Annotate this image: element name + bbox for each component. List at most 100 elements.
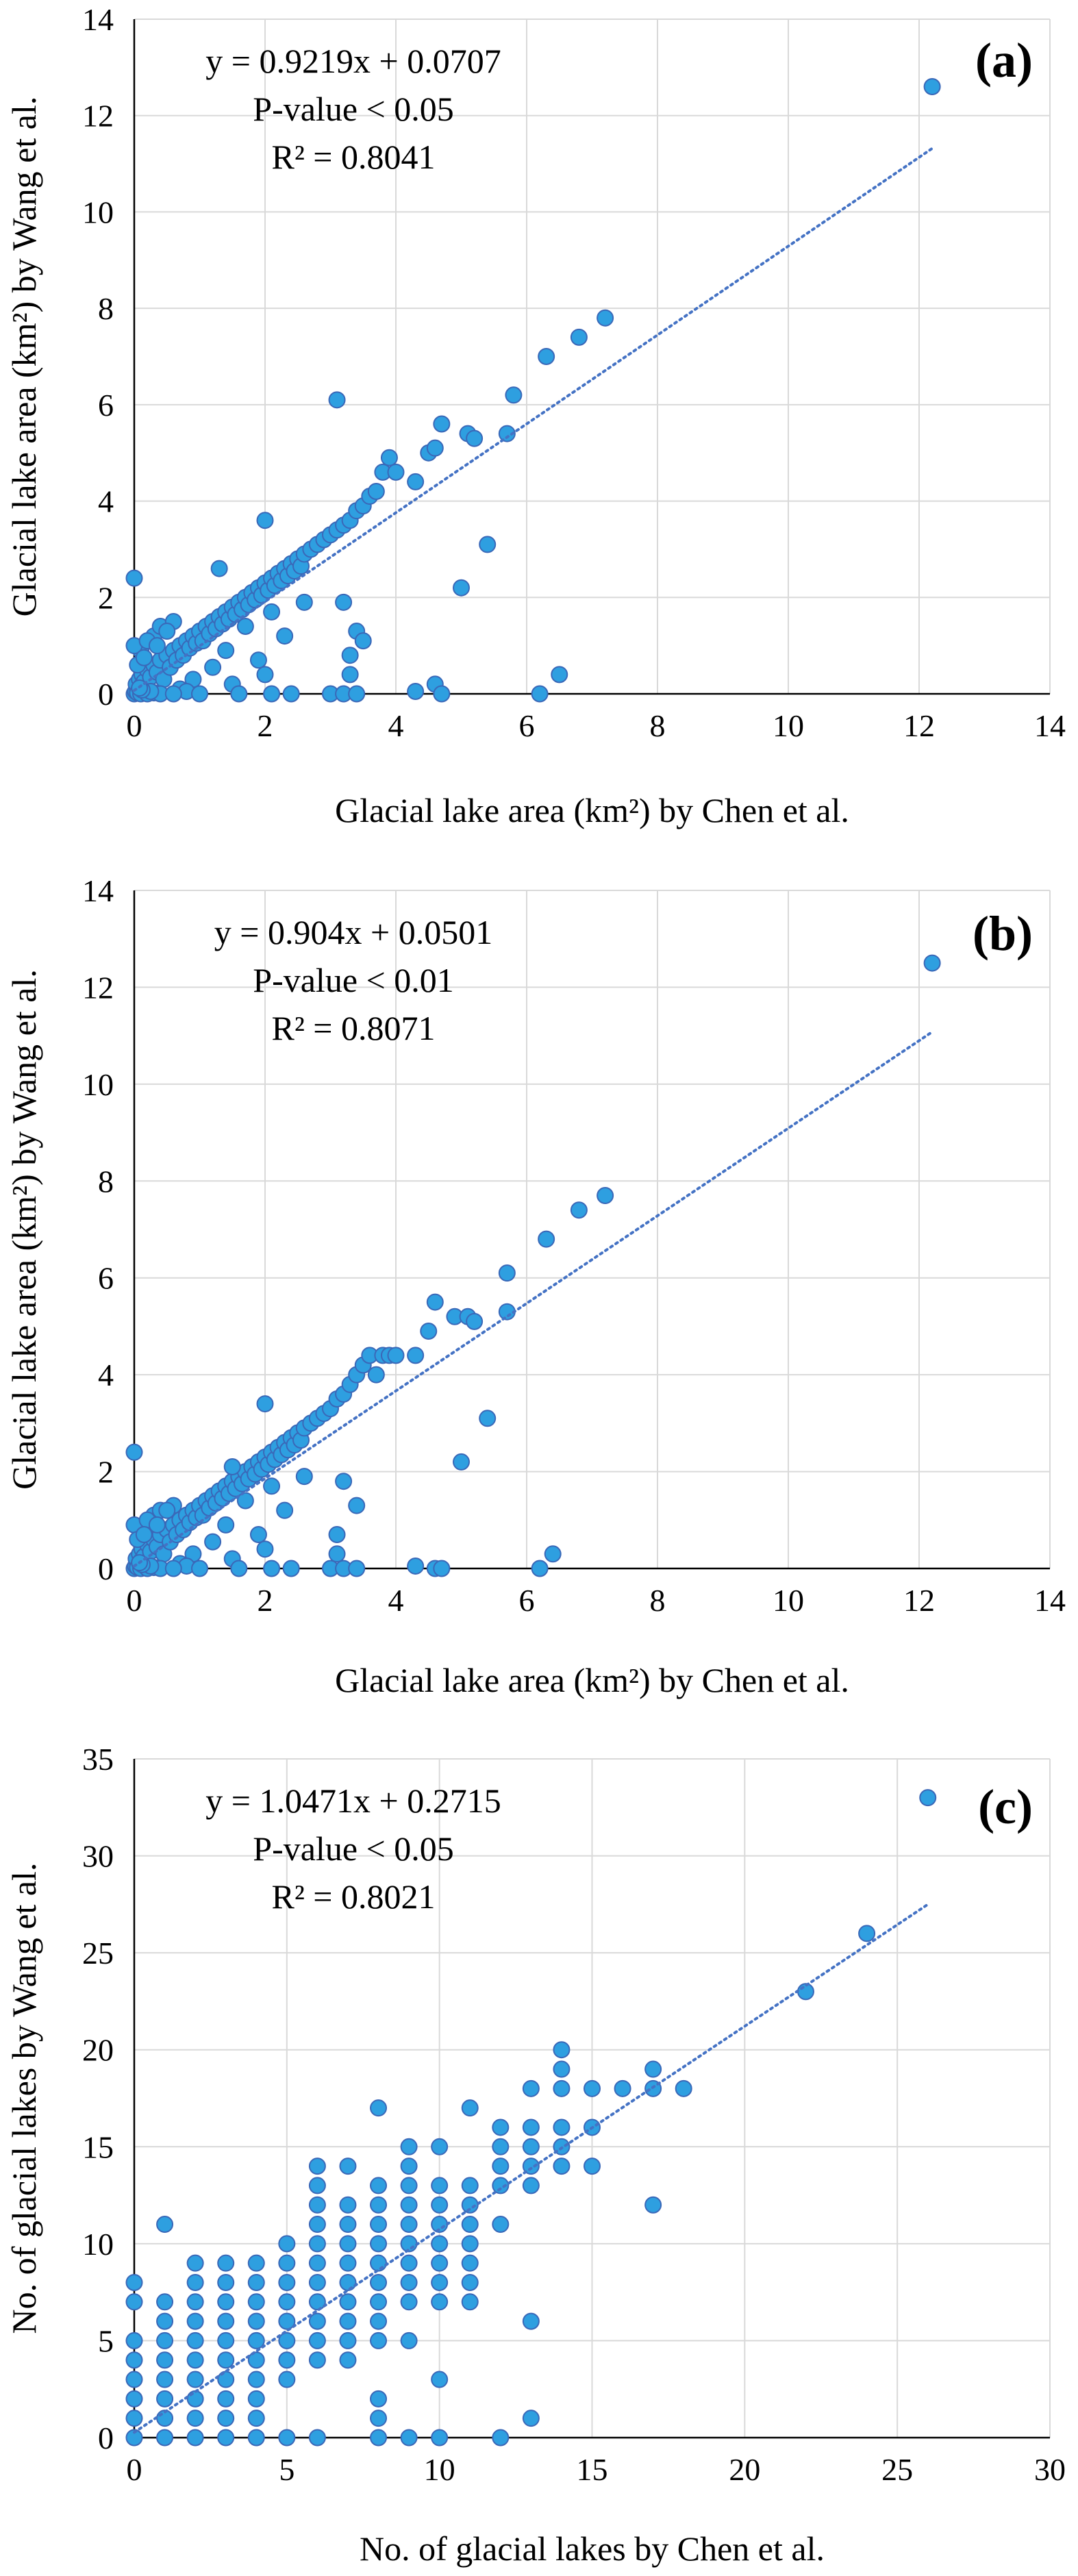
data-point bbox=[348, 1497, 366, 1514]
data-point bbox=[858, 1925, 876, 1942]
x-tick-label: 8 bbox=[650, 708, 666, 743]
data-point bbox=[156, 2312, 174, 2330]
data-point bbox=[186, 2254, 204, 2272]
data-point bbox=[400, 2196, 418, 2214]
data-point bbox=[125, 2390, 143, 2408]
chart-panel-b: 0 2 4 6 8 10 12 14 0 2 4 6 8 10 12 14 Glacial lake area … bbox=[5, 873, 1066, 1699]
data-point bbox=[367, 1366, 385, 1384]
data-point bbox=[263, 1560, 281, 1577]
data-point bbox=[217, 2312, 235, 2330]
data-point bbox=[308, 2293, 326, 2311]
data-point bbox=[675, 2079, 692, 2097]
data-point bbox=[276, 1501, 294, 1519]
panel-label: (c) bbox=[978, 1779, 1033, 1834]
data-point bbox=[247, 2429, 265, 2447]
data-point bbox=[370, 2410, 388, 2427]
data-point bbox=[125, 2273, 143, 2291]
data-point bbox=[531, 685, 549, 703]
x-tick-label: 15 bbox=[577, 2452, 608, 2487]
data-point bbox=[217, 1516, 235, 1534]
data-point bbox=[370, 2390, 388, 2408]
data-point bbox=[370, 2293, 388, 2311]
data-point bbox=[426, 1293, 444, 1311]
data-point bbox=[522, 2118, 540, 2136]
data-point bbox=[328, 1526, 346, 1543]
data-point bbox=[230, 1560, 248, 1577]
y-axis-title: Glacial lake area (km²) by Wang et al. bbox=[5, 969, 43, 1490]
data-point bbox=[400, 2138, 418, 2155]
annotation-line: R² = 0.8021 bbox=[271, 1877, 435, 1916]
data-point bbox=[461, 2099, 479, 2117]
data-point bbox=[295, 1468, 313, 1486]
data-point bbox=[597, 309, 614, 327]
data-point bbox=[553, 2079, 571, 2097]
y-tick-label: 8 bbox=[98, 1164, 114, 1199]
data-point bbox=[431, 2293, 449, 2311]
data-point bbox=[431, 2177, 449, 2194]
y-tick-label: 0 bbox=[98, 2421, 114, 2455]
data-point bbox=[492, 2118, 510, 2136]
x-tick-label: 14 bbox=[1034, 1583, 1066, 1618]
data-point bbox=[522, 2312, 540, 2330]
data-point bbox=[584, 2158, 601, 2175]
data-point bbox=[204, 658, 222, 676]
data-point bbox=[400, 2216, 418, 2234]
y-tick-label: 14 bbox=[82, 2, 114, 37]
data-point bbox=[522, 2177, 540, 2194]
data-point bbox=[407, 1557, 425, 1575]
data-point bbox=[217, 642, 235, 660]
data-point bbox=[125, 2331, 143, 2349]
data-point bbox=[498, 425, 516, 442]
data-point bbox=[125, 2371, 143, 2388]
chart-panel-c: 0 5 10 15 20 25 30 0 5 10 15 20 25 30 35 No. of glacial… bbox=[5, 1742, 1066, 2568]
y-tick-label: 0 bbox=[98, 677, 114, 712]
data-point bbox=[505, 386, 523, 404]
data-point bbox=[191, 1560, 208, 1577]
data-point bbox=[308, 2312, 326, 2330]
data-point bbox=[348, 685, 366, 703]
data-point bbox=[431, 2429, 449, 2447]
data-point bbox=[339, 2331, 357, 2349]
scatter-points bbox=[125, 78, 941, 703]
x-tick-label: 2 bbox=[258, 708, 273, 743]
chart-panel-a: 0 2 4 6 8 10 12 14 0 2 4 6 8 10 12 14 Glacial lake area … bbox=[5, 2, 1066, 829]
data-point bbox=[278, 2351, 296, 2369]
data-point bbox=[466, 1312, 484, 1330]
x-tick-label: 0 bbox=[127, 708, 142, 743]
data-point bbox=[339, 2351, 357, 2369]
data-point bbox=[407, 473, 425, 490]
data-point bbox=[191, 685, 208, 703]
gridlines bbox=[134, 18, 1051, 695]
data-point bbox=[380, 449, 398, 466]
trendline bbox=[133, 1030, 934, 1568]
data-point bbox=[570, 328, 588, 346]
data-point bbox=[308, 2331, 326, 2349]
y-tick-label: 14 bbox=[82, 873, 114, 908]
panel-label: (a) bbox=[975, 33, 1033, 88]
data-point bbox=[370, 2235, 388, 2253]
data-point bbox=[407, 682, 425, 700]
data-point bbox=[461, 2254, 479, 2272]
data-point bbox=[278, 2273, 296, 2291]
x-tick-label: 4 bbox=[388, 1583, 404, 1618]
data-point bbox=[538, 1230, 555, 1248]
data-point bbox=[263, 603, 281, 621]
data-point bbox=[431, 2273, 449, 2291]
data-point bbox=[247, 2254, 265, 2272]
data-point bbox=[278, 2371, 296, 2388]
data-point bbox=[400, 2235, 418, 2253]
x-tick-label: 6 bbox=[519, 1583, 535, 1618]
data-point bbox=[492, 2429, 510, 2447]
data-point bbox=[249, 1526, 267, 1543]
data-point bbox=[531, 1560, 549, 1577]
y-tick-label: 10 bbox=[82, 195, 114, 229]
data-point bbox=[247, 2293, 265, 2311]
y-tick-label: 4 bbox=[98, 1358, 114, 1392]
data-point bbox=[247, 2273, 265, 2291]
data-point bbox=[400, 2254, 418, 2272]
y-tick-label: 2 bbox=[98, 580, 114, 615]
data-point bbox=[247, 2351, 265, 2369]
data-point bbox=[247, 2410, 265, 2427]
data-point bbox=[276, 627, 294, 645]
data-point bbox=[339, 2254, 357, 2272]
